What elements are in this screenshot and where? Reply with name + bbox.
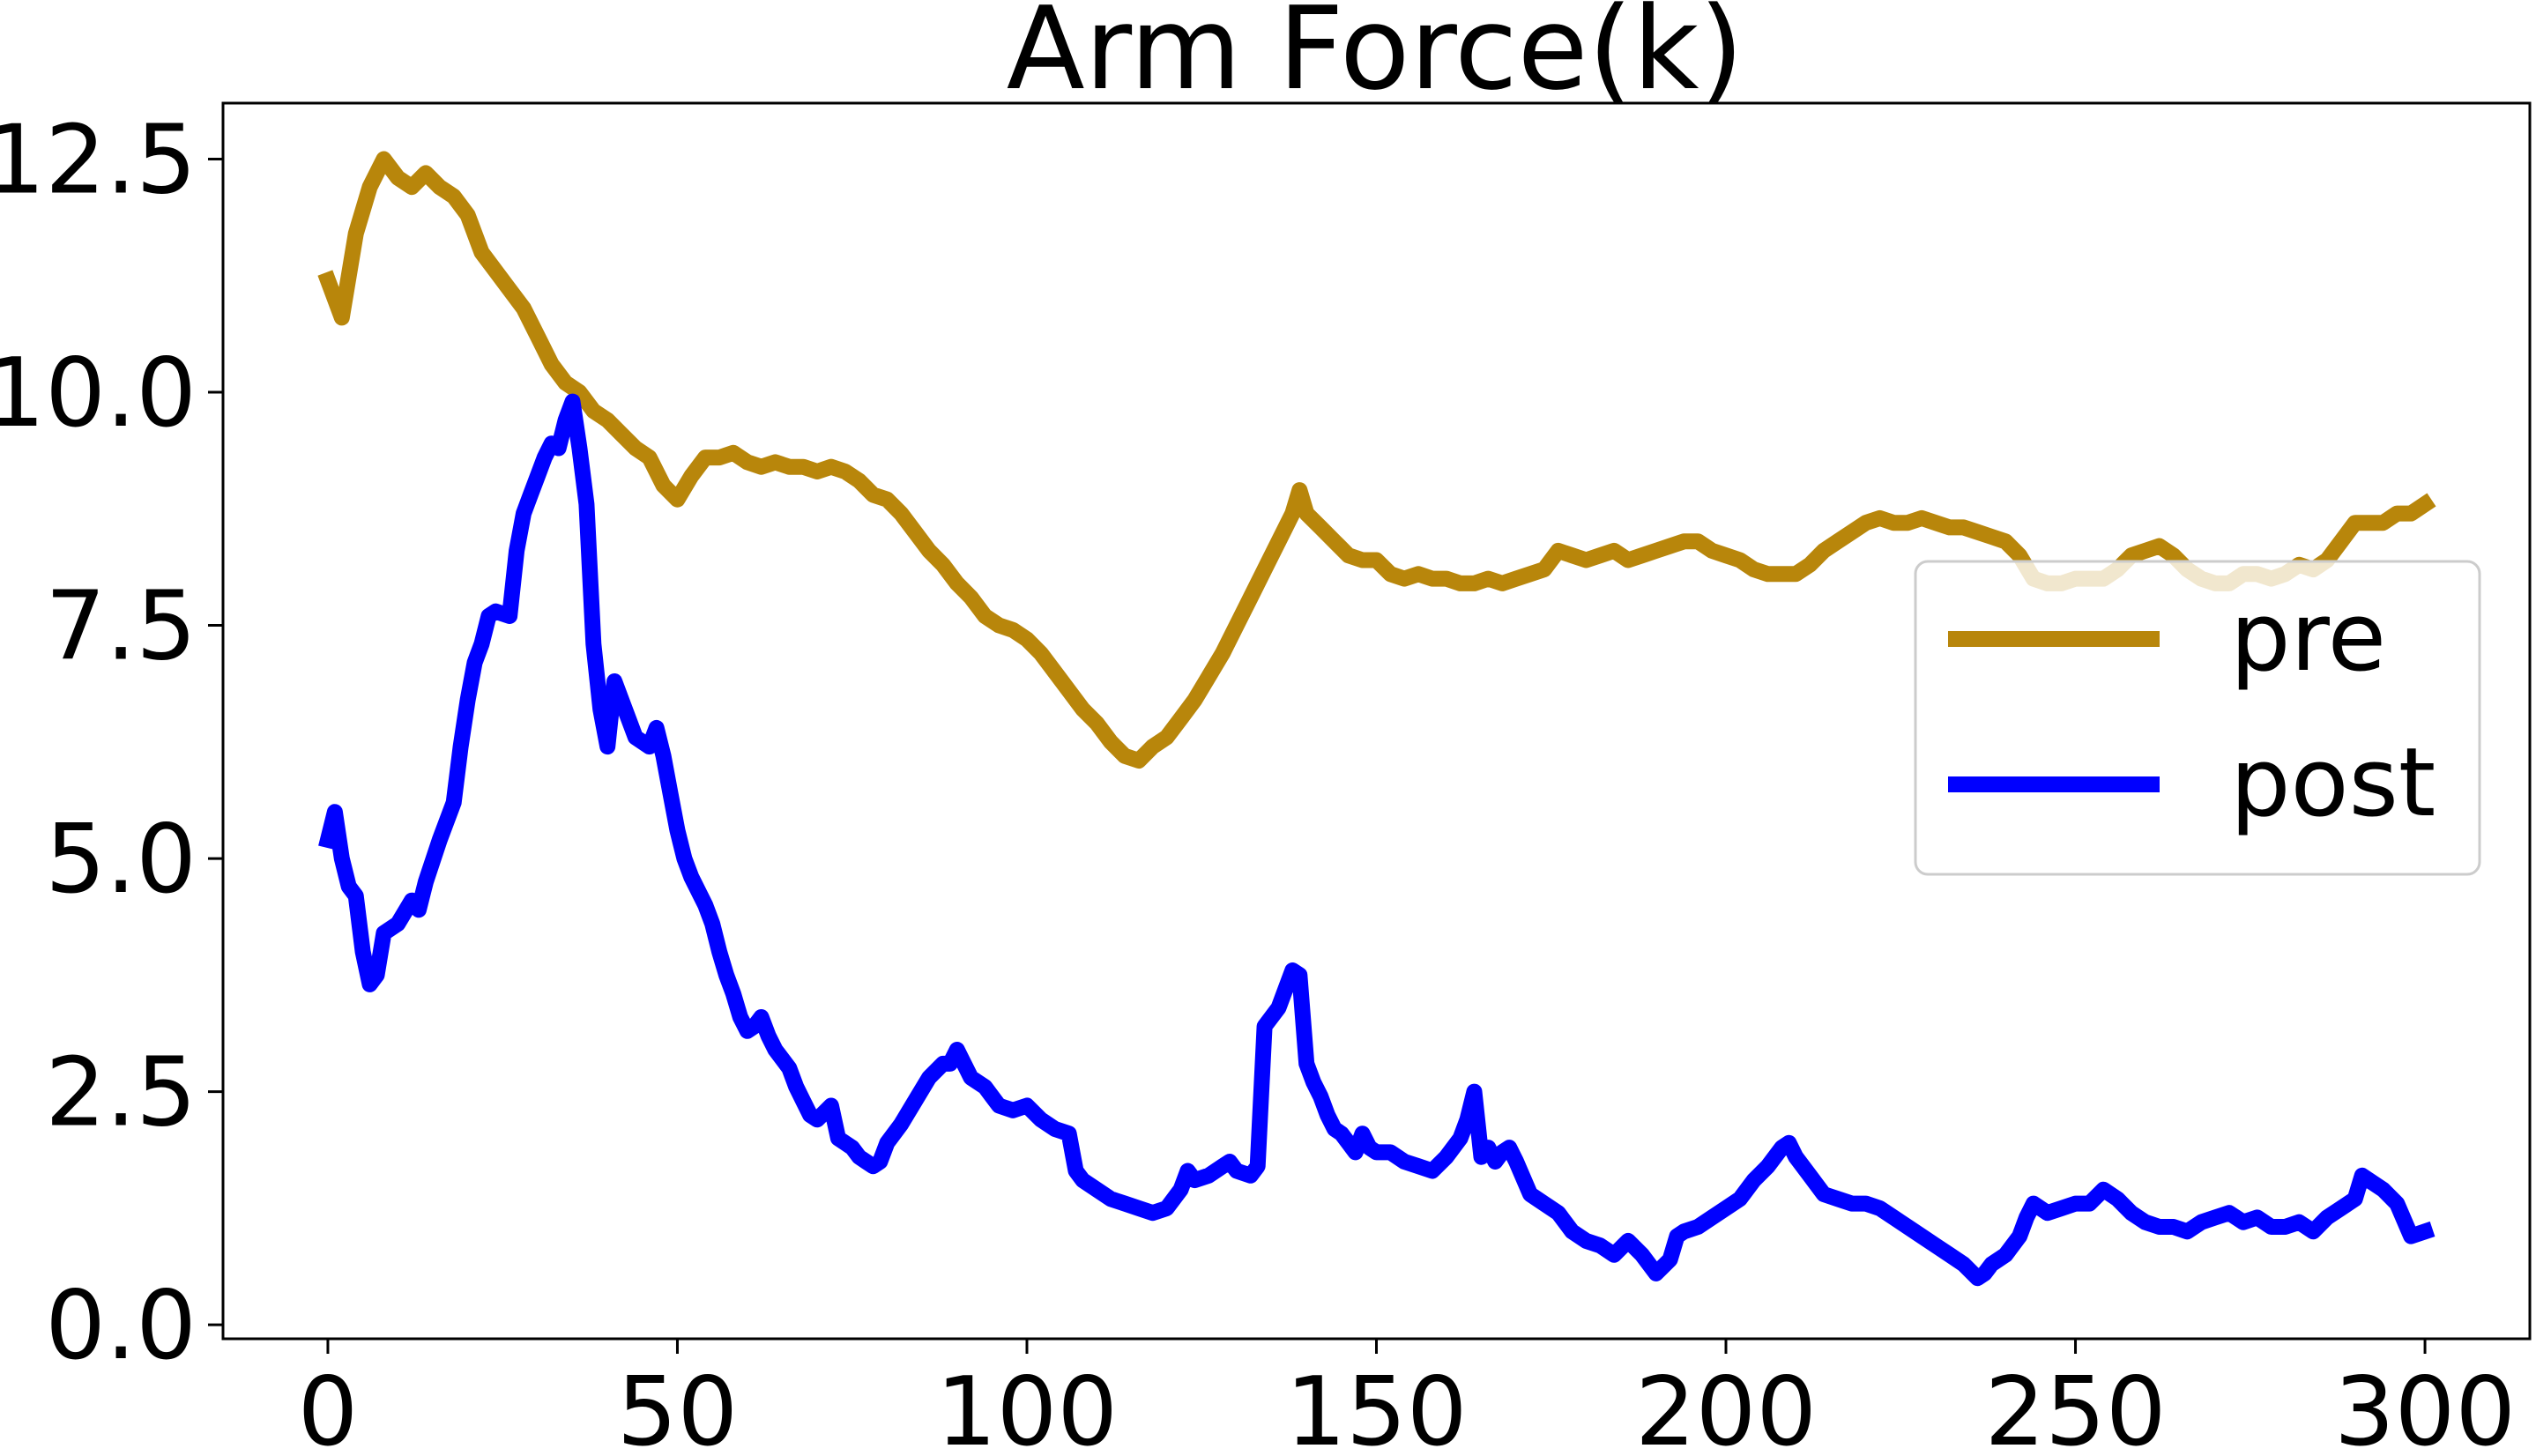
series-line-post — [318, 393, 2436, 1287]
x-axis: 0 50 100 150 200 250 300 — [298, 1339, 2516, 1456]
x-tick-label: 200 — [1635, 1357, 1817, 1456]
y-tick-label: 5.0 — [45, 805, 197, 915]
x-tick-label: 150 — [1285, 1357, 1467, 1456]
legend: pre post — [1914, 560, 2481, 876]
x-tick-label: 250 — [1984, 1357, 2166, 1456]
x-tick-label: 300 — [2334, 1357, 2516, 1456]
y-tick-label: 10.0 — [0, 338, 197, 449]
y-tick-label: 2.5 — [45, 1038, 197, 1148]
axes-frame — [221, 101, 2532, 1341]
legend-label-pre: pre — [2230, 583, 2386, 693]
y-tick-label: 0.0 — [45, 1271, 197, 1381]
y-axis: 0.0 2.5 5.0 7.5 10.0 12.5 — [0, 105, 223, 1381]
chart-title: Arm Force(k) — [1007, 0, 1744, 115]
x-tick-label: 100 — [936, 1357, 1118, 1456]
x-tick-label: 0 — [298, 1357, 359, 1456]
x-tick-label: 50 — [617, 1357, 738, 1456]
legend-label-post: post — [2230, 728, 2436, 838]
y-tick-label: 12.5 — [0, 105, 197, 215]
y-tick-label: 7.5 — [45, 572, 197, 682]
